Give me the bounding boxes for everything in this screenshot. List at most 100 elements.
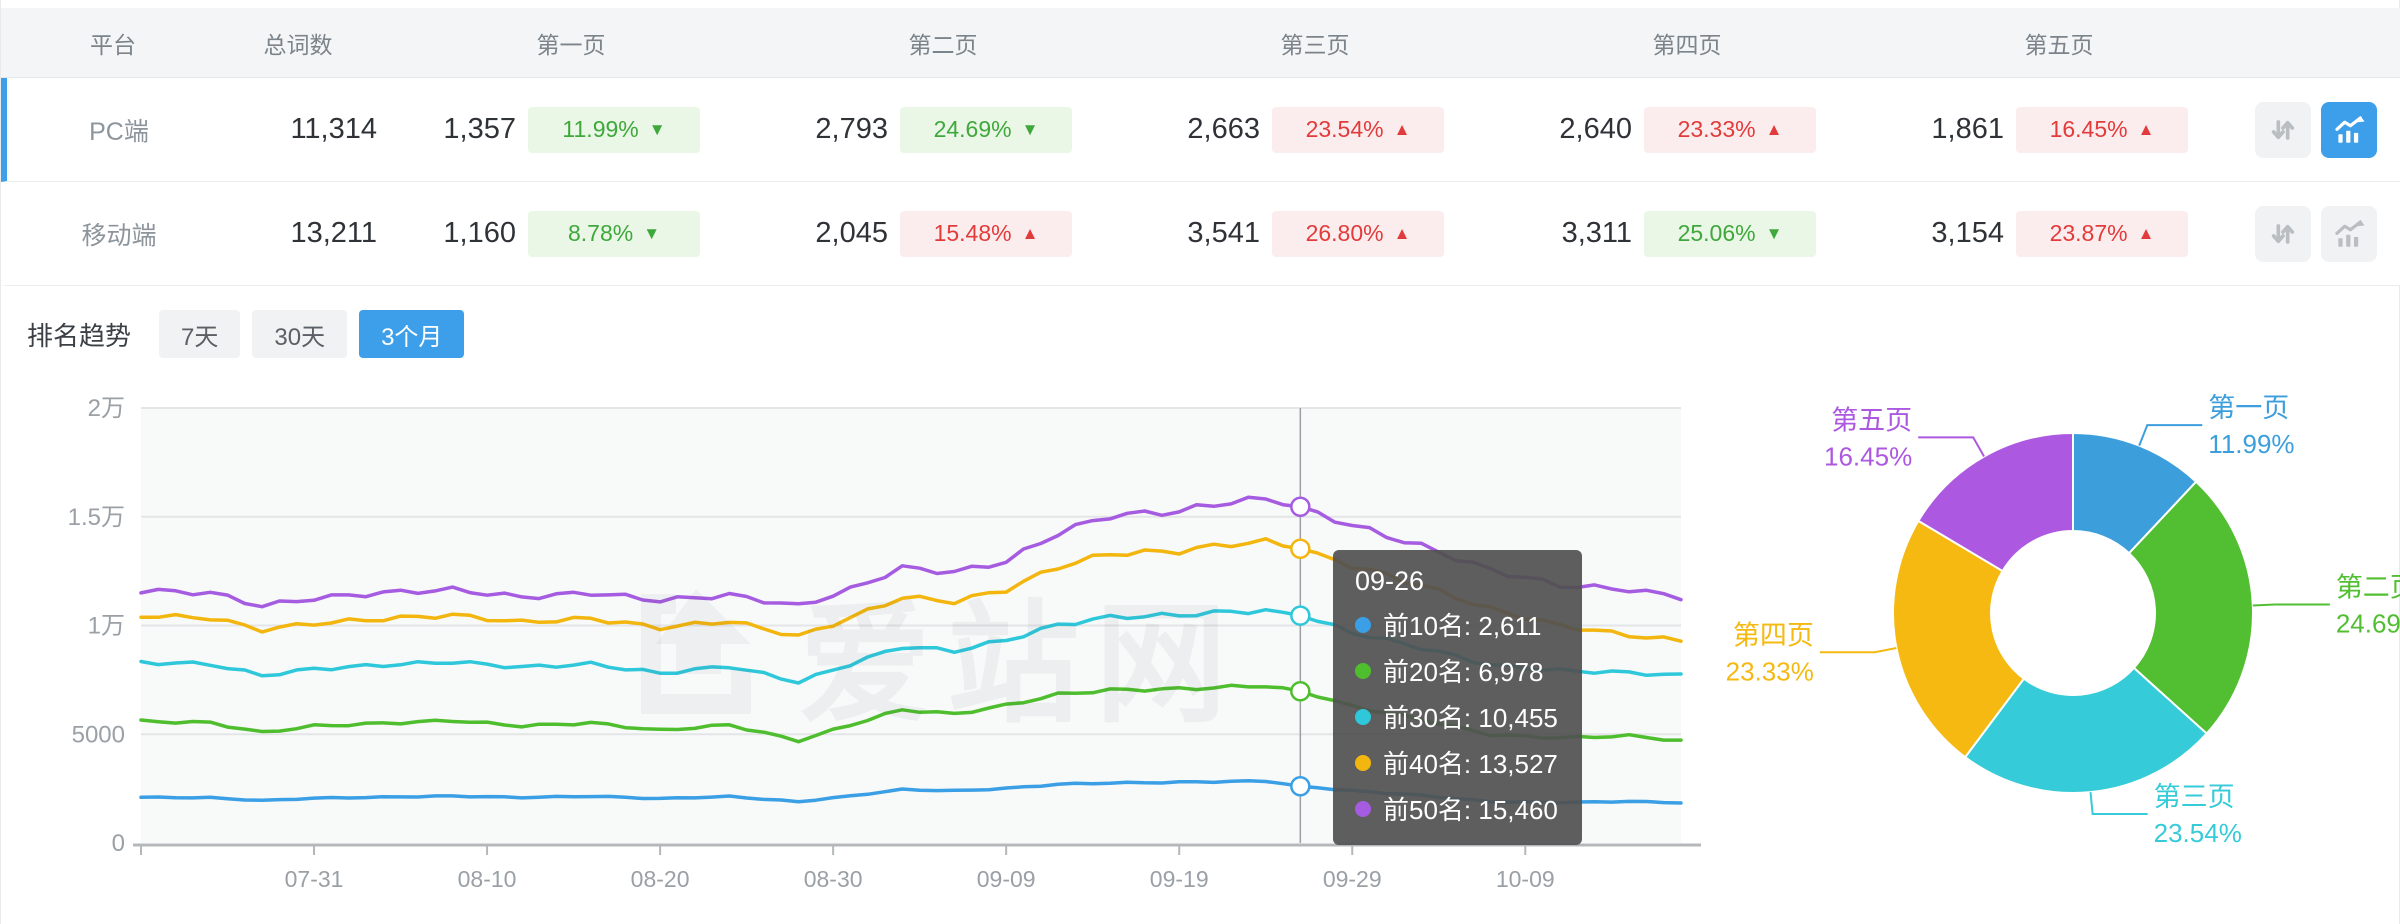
- col-header-page2: 第二页: [757, 26, 1129, 60]
- tooltip-value: 前20名: 6,978: [1383, 657, 1544, 687]
- arrow-up-icon: ▲: [1765, 119, 1783, 139]
- rank-trend-line-chart[interactable]: 0 5000 1万 1.5万 2万 07-31 08-10 08-20 08-30 09-09 09…: [1, 378, 1721, 924]
- col-header-label: 第二页: [908, 31, 978, 58]
- tooltip-value: 前50名: 15,460: [1383, 795, 1558, 825]
- x-axis-label: 10-09: [1496, 866, 1555, 892]
- donut-label-leader: [1819, 647, 1897, 654]
- page-count-value: 2,640: [1559, 113, 1632, 145]
- tooltip-row: 前30名: 10,455: [1355, 698, 1558, 735]
- x-axis-label: 08-30: [804, 866, 863, 892]
- series-line-前50名: [139, 495, 1683, 609]
- series-dot-icon: [1355, 708, 1371, 725]
- total-words-value: 13,211: [290, 217, 377, 249]
- row-actions: [2251, 205, 2400, 262]
- arrow-down-icon: ▼: [643, 223, 661, 243]
- donut-slice-第三页[interactable]: [1963, 666, 2209, 794]
- trend-chart-button[interactable]: [2321, 101, 2377, 158]
- page-change-badge: 8.78% ▼: [528, 210, 700, 257]
- page-change-percent: 15.48%: [933, 220, 1012, 246]
- x-axis-label: 08-10: [458, 866, 517, 892]
- trend-chart-icon: [2335, 115, 2365, 143]
- page2-cell: 2,045 15.48% ▲: [763, 210, 1135, 257]
- col-header-page4: 第四页: [1501, 26, 1873, 60]
- trend-section-title: 排名趋势: [27, 320, 132, 351]
- page-count-value: 2,045: [815, 217, 888, 249]
- hover-marker-前50名: [1290, 496, 1311, 517]
- tab-range-3[interactable]: 3个月: [359, 310, 465, 358]
- chart-tooltip: 09-26 前10名: 2,611 前20名: 6,978 前30名: 10,455 前…: [1333, 550, 1582, 845]
- col-header-page5: 第五页: [1873, 26, 2245, 60]
- arrow-up-icon: ▲: [2137, 119, 2155, 139]
- x-axis-label: 08-20: [631, 866, 690, 892]
- donut-label-name: 第五页: [1831, 405, 1912, 435]
- tab-range-1[interactable]: 7天: [159, 310, 241, 358]
- page-change-percent: 11.99%: [562, 116, 639, 142]
- tooltip-value: 前40名: 13,527: [1383, 749, 1558, 779]
- donut-label-name: 第一页: [2208, 393, 2289, 423]
- platform-label: PC端: [89, 117, 149, 146]
- donut-label-leader: [1918, 436, 1985, 458]
- hover-marker-前20名: [1290, 680, 1311, 702]
- page-change-badge: 25.06% ▼: [1644, 210, 1816, 257]
- donut-label-name: 第三页: [2154, 782, 2235, 812]
- table-row-mobile[interactable]: 移动端 13,211 1,160 8.78% ▼ 2,045 15.48% ▲ 3,541 26.…: [1, 182, 2400, 286]
- trend-chart-button[interactable]: [2321, 205, 2377, 262]
- donut-slice-第四页[interactable]: [1892, 519, 2026, 759]
- tab-range-2[interactable]: 30天: [252, 310, 348, 358]
- page3-cell: 3,541 26.80% ▲: [1135, 210, 1507, 257]
- tooltip-value: 前30名: 10,455: [1383, 703, 1558, 733]
- page-change-badge: 23.54% ▲: [1272, 106, 1444, 153]
- x-axis-label: 09-29: [1323, 866, 1382, 892]
- tooltip-row: 前10名: 2,611: [1355, 606, 1558, 643]
- page5-cell: 1,861 16.45% ▲: [1879, 106, 2251, 153]
- page4-cell: 2,640 23.33% ▲: [1507, 106, 1879, 153]
- page-change-badge: 15.48% ▲: [900, 210, 1072, 257]
- tooltip-row: 前40名: 13,527: [1355, 744, 1558, 781]
- arrow-down-icon: ▼: [1765, 223, 1783, 243]
- x-axis-label: 07-31: [285, 866, 344, 892]
- col-header-page1: 第一页: [385, 26, 757, 60]
- page-change-badge: 11.99% ▼: [528, 106, 700, 153]
- page-change-percent: 23.33%: [1677, 116, 1756, 142]
- page-change-percent: 23.54%: [1305, 116, 1384, 142]
- donut-slice-第二页[interactable]: [2127, 480, 2254, 735]
- sort-arrows-icon: [2271, 223, 2295, 244]
- donut-label-percent: 16.45%: [1824, 441, 1912, 471]
- series-dot-icon: [1355, 616, 1371, 633]
- tooltip-value: 前10名: 2,611: [1383, 611, 1542, 641]
- page3-cell: 2,663 23.54% ▲: [1135, 106, 1507, 153]
- col-header-page3: 第三页: [1129, 26, 1501, 60]
- page-count-value: 1,357: [443, 113, 516, 145]
- page-count-value: 2,663: [1187, 113, 1260, 145]
- page1-cell: 1,160 8.78% ▼: [391, 210, 763, 257]
- col-header-platform: 平台: [90, 31, 136, 58]
- y-axis-label: 1.5万: [68, 504, 125, 531]
- y-axis-label: 0: [112, 830, 125, 857]
- donut-label-leader: [2089, 792, 2148, 816]
- y-axis-label: 5000: [72, 721, 125, 748]
- donut-slice-第五页[interactable]: [1916, 431, 2074, 573]
- col-header-label: 第五页: [2024, 31, 2094, 58]
- donut-chart-canvas[interactable]: 第一页 11.99% 第二页 24.69% 第三页 23.54% 第四页 23.33% 第五页 1…: [1721, 378, 2400, 924]
- table-row-pc[interactable]: PC端 11,314 1,357 11.99% ▼ 2,793 24.69% ▼ 2,663 23…: [1, 78, 2400, 182]
- page-change-percent: 25.06%: [1677, 220, 1756, 246]
- page-change-percent: 8.78%: [567, 220, 634, 246]
- series-dot-icon: [1355, 754, 1371, 771]
- table-header-row: 平台 总词数 第一页 第二页 第三页 第四页 第五页: [1, 8, 2400, 78]
- donut-label-name: 第四页: [1733, 620, 1814, 650]
- page-count-value: 1,160: [443, 217, 516, 249]
- sort-button[interactable]: [2255, 101, 2311, 158]
- arrow-up-icon: ▲: [1021, 223, 1039, 243]
- y-axis-label: 2万: [88, 395, 125, 422]
- page-change-percent: 24.69%: [933, 116, 1012, 142]
- page-change-badge: 23.33% ▲: [1644, 106, 1816, 153]
- page-change-badge: 26.80% ▲: [1272, 210, 1444, 257]
- donut-label-leader: [2252, 603, 2330, 607]
- sort-button[interactable]: [2255, 205, 2311, 262]
- y-axis-label: 1万: [88, 613, 125, 640]
- page-distribution-donut: 第一页 11.99% 第二页 24.69% 第三页 23.54% 第四页 23.33% 第五页 1…: [1721, 378, 2400, 924]
- hover-marker-前10名: [1290, 775, 1311, 797]
- page-change-badge: 16.45% ▲: [2016, 106, 2188, 153]
- col-header-total: 总词数: [263, 31, 333, 58]
